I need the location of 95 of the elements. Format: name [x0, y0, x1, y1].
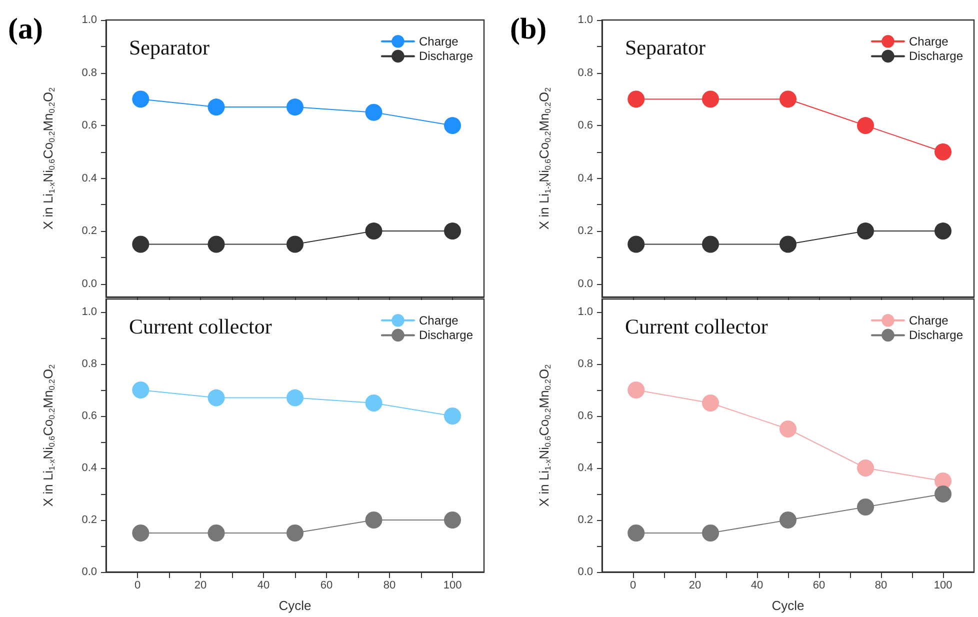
text: Separator — [129, 36, 210, 60]
x-tick-label: 20 — [194, 580, 207, 592]
point — [132, 382, 150, 398]
x-tick-label: 40 — [750, 580, 764, 592]
point — [286, 389, 304, 406]
y-tick-label: 0.0 — [578, 566, 593, 578]
point — [208, 236, 225, 253]
y-tick-label: 0.0 — [82, 278, 97, 290]
point — [934, 486, 952, 502]
text: (a) — [8, 12, 43, 46]
point — [444, 117, 461, 134]
text: Current collector — [625, 314, 768, 338]
y-tick-label: 0.6 — [82, 410, 97, 422]
y-tick-label: 1.0 — [82, 14, 97, 26]
text: Current collector — [129, 314, 272, 338]
y-tick-label: 0.6 — [82, 120, 97, 132]
y-tick-label: 0.4 — [578, 172, 593, 184]
x-tick-label: 100 — [934, 580, 952, 592]
legend-label: Discharge — [908, 49, 964, 64]
x-tick-label: 20 — [688, 580, 702, 592]
x-tick-label: 60 — [320, 580, 333, 592]
y-tick-label: 0.0 — [82, 566, 97, 578]
y-tick-label: 0.2 — [82, 514, 97, 526]
legend-label: Charge — [418, 34, 459, 48]
y-tick-label: 0.4 — [578, 462, 593, 474]
point — [132, 90, 150, 108]
y-tick-label: 0.2 — [82, 225, 97, 238]
point — [702, 524, 719, 542]
y-tick-label: 0.4 — [82, 172, 97, 184]
x-tick-label: 0 — [134, 580, 141, 592]
x-tick-label: 80 — [383, 580, 396, 592]
y-tick-label: 1.0 — [578, 306, 593, 318]
legend-label: Discharge — [418, 49, 474, 64]
x-tick-label: 0 — [630, 580, 636, 592]
x-tick-label: 60 — [812, 580, 826, 592]
point — [934, 143, 952, 160]
y-tick-label: 0.6 — [578, 120, 593, 132]
y-tick-label: 1.0 — [82, 306, 97, 318]
x-tick-label: 80 — [874, 580, 888, 592]
point — [286, 236, 304, 253]
point — [780, 90, 796, 108]
y-tick-label: 0.0 — [578, 278, 593, 290]
point — [780, 512, 796, 528]
point — [702, 236, 719, 253]
point — [702, 90, 719, 108]
x-tick-label: 100 — [443, 580, 462, 592]
point — [365, 394, 382, 412]
point — [286, 524, 304, 542]
y-tick-label: 0.4 — [82, 462, 97, 474]
point — [365, 512, 382, 528]
y-tick-label: 0.2 — [578, 514, 593, 526]
point — [444, 222, 461, 240]
point — [132, 236, 150, 253]
point — [628, 236, 645, 253]
point — [628, 382, 645, 398]
y-tick-label: 0.6 — [578, 410, 593, 422]
y-tick-label: 0.8 — [82, 66, 97, 79]
point — [857, 460, 874, 476]
legend-label: Charge — [908, 313, 949, 328]
y-tick-label: 0.8 — [578, 358, 593, 370]
point — [857, 498, 874, 516]
point — [857, 117, 874, 134]
point — [444, 512, 461, 528]
text: X in Li1-xNi0.6Co0.2Mn0.2O2 — [536, 87, 552, 230]
x-axis-title: Cycle — [772, 598, 804, 613]
x-axis-title: Cycle — [278, 598, 312, 613]
point — [934, 222, 952, 240]
legend-label: Discharge — [908, 328, 964, 342]
point — [132, 524, 150, 542]
point — [780, 420, 796, 438]
y-tick-label: 0.2 — [578, 225, 593, 238]
text: (b) — [510, 12, 547, 46]
point — [628, 90, 645, 108]
point — [857, 222, 874, 240]
text: Separator — [625, 36, 706, 60]
y-tick-label: 0.8 — [82, 358, 97, 370]
point — [365, 222, 382, 240]
y-tick-label: 1.0 — [578, 14, 593, 26]
text: X in Li1-xNi0.6Co0.2Mn0.2O2 — [536, 364, 552, 507]
y-tick-label: 0.8 — [578, 66, 593, 79]
text: X in Li1-xNi0.6Co0.2Mn0.2O2 — [40, 364, 56, 507]
legend-label: Discharge — [418, 328, 474, 342]
point — [286, 98, 304, 116]
point — [365, 104, 382, 121]
legend-label: Charge — [418, 313, 459, 328]
text: X in Li1-xNi0.6Co0.2Mn0.2O2 — [40, 87, 56, 230]
legend-label: Charge — [908, 34, 949, 48]
point — [702, 394, 719, 412]
x-tick-label: 40 — [257, 580, 270, 592]
point — [628, 524, 645, 542]
point — [208, 98, 225, 116]
point — [208, 524, 225, 542]
point — [780, 236, 796, 253]
point — [444, 408, 461, 424]
point — [208, 389, 225, 406]
